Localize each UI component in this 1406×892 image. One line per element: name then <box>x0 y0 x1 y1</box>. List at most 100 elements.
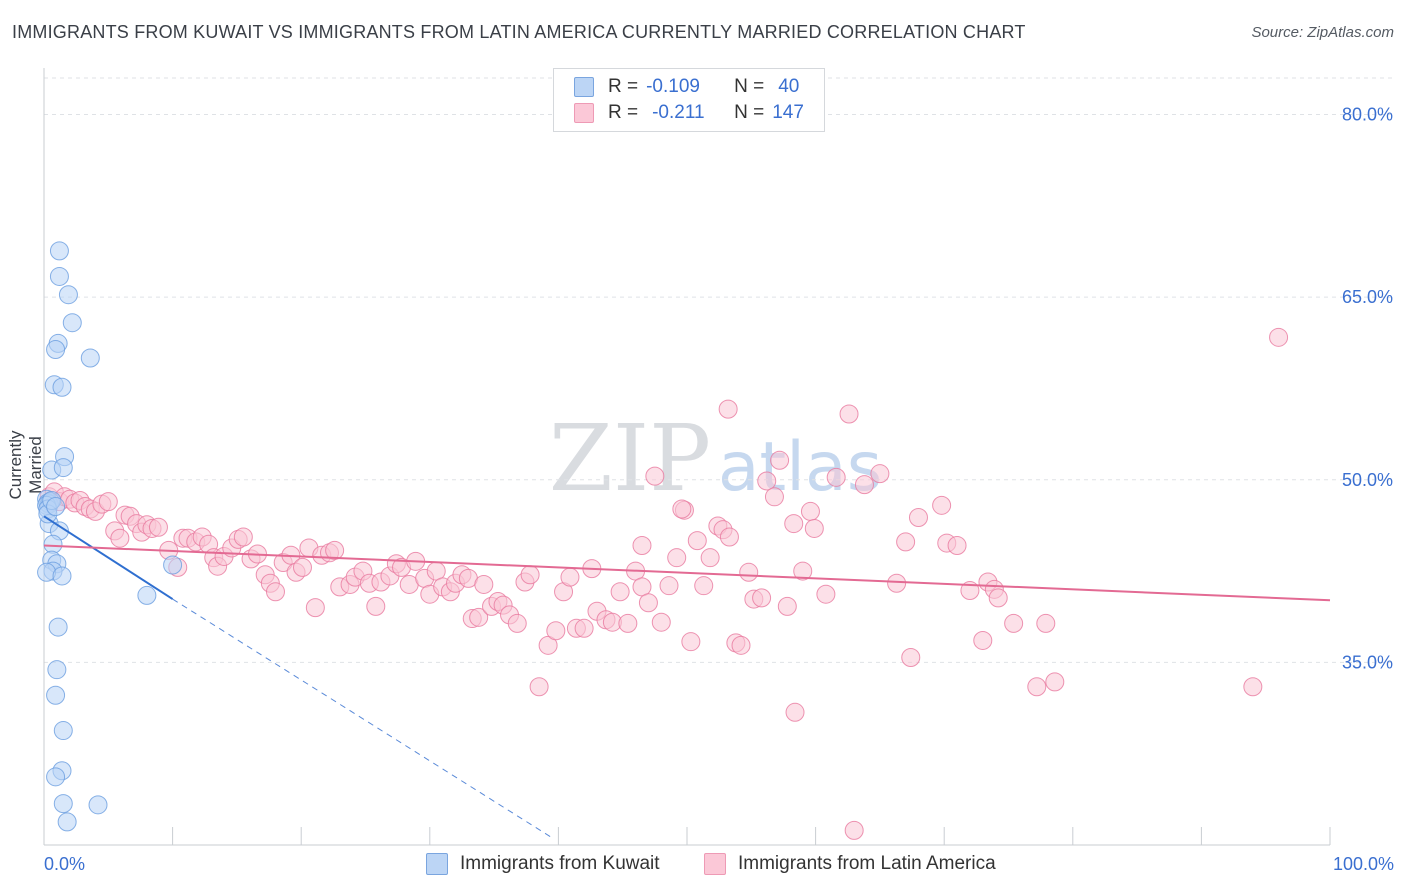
latin-america-point <box>681 632 701 652</box>
kuwait-point <box>163 555 183 575</box>
latin-america-point <box>546 621 566 641</box>
y-tick-label: 65.0% <box>1342 287 1393 307</box>
latin-america-point <box>793 561 813 581</box>
latin-america-point <box>908 508 928 528</box>
latin-america-point <box>98 492 118 512</box>
latin-america-point <box>632 577 652 597</box>
latin-america-point <box>265 582 285 602</box>
y-tick-label: 50.0% <box>1342 470 1393 490</box>
legend-label-latin-america: Immigrants from Latin America <box>738 853 996 874</box>
latin-america-point <box>785 702 805 722</box>
legend-item-latin-america: Immigrants from Latin America <box>704 850 996 878</box>
r-value: -0.109 <box>646 76 700 97</box>
n-value: 40 <box>778 76 800 97</box>
trend-lines <box>43 515 1331 839</box>
latin-america-point <box>148 517 168 537</box>
stats-row-kuwait: R = -0.109 N = 40 <box>574 75 799 99</box>
latin-america-point <box>804 518 824 538</box>
latin-america-point <box>1269 327 1289 347</box>
latin-america-point <box>574 618 594 638</box>
legend-label-kuwait: Immigrants from Kuwait <box>460 853 660 874</box>
stats-legend: R = -0.109 N = 40 R = -0.211 N = 147 <box>553 68 825 132</box>
latin-america-point <box>610 582 630 602</box>
kuwait-trend-extension <box>172 598 553 839</box>
kuwait-point <box>49 241 69 261</box>
latin-america-point <box>800 501 820 521</box>
latin-america-point <box>292 557 312 577</box>
kuwait-swatch <box>574 77 594 97</box>
watermark-atlas: atlas <box>718 428 882 507</box>
latin-america-point <box>529 677 549 697</box>
latin-america-point <box>777 596 797 616</box>
latin-america-swatch <box>574 103 594 123</box>
kuwait-point <box>37 562 57 582</box>
latin-america-point <box>757 471 777 491</box>
kuwait-point <box>53 721 73 741</box>
latin-america-point <box>305 598 325 618</box>
latin-america-point <box>896 532 916 552</box>
latin-america-point <box>672 499 692 519</box>
y-tick-label: 80.0% <box>1342 105 1393 125</box>
latin-america-point <box>770 450 790 470</box>
latin-america-point <box>932 495 952 515</box>
latin-america-point <box>901 648 921 668</box>
r-label: R = <box>608 76 639 97</box>
latin-america-point <box>973 630 993 650</box>
latin-america-point <box>1004 613 1024 633</box>
x-tick-label-min: 0.0% <box>44 854 85 874</box>
source-label: Source: ZipAtlas.com <box>1251 24 1394 41</box>
latin-america-point <box>426 561 446 581</box>
latin-america-point <box>870 464 890 484</box>
kuwait-point <box>62 313 82 333</box>
latin-america-trend-line <box>43 544 1331 602</box>
y-tick-label: 35.0% <box>1342 652 1393 672</box>
latin-america-point <box>764 487 784 507</box>
kuwait-point <box>58 285 78 305</box>
r-label: R = <box>608 102 639 123</box>
kuwait-point <box>88 795 108 815</box>
latin-america-point <box>638 593 658 613</box>
latin-america-point <box>687 531 707 551</box>
latin-america-point <box>700 548 720 568</box>
latin-america-point <box>731 635 751 655</box>
latin-america-point <box>233 527 253 547</box>
latin-america-point <box>325 540 345 560</box>
latin-america-point <box>538 635 558 655</box>
latin-america-point <box>366 596 386 616</box>
kuwait-point <box>47 660 67 680</box>
latin-america-point <box>947 536 967 556</box>
chart-title: IMMIGRANTS FROM KUWAIT VS IMMIGRANTS FRO… <box>12 22 1026 42</box>
kuwait-point <box>80 348 100 368</box>
n-label: N = <box>734 76 765 97</box>
latin-america-point <box>839 404 859 424</box>
latin-america-point <box>110 528 130 548</box>
kuwait-point <box>57 812 77 832</box>
latin-america-point <box>1243 677 1263 697</box>
data-points <box>37 241 1289 840</box>
legend-item-kuwait: Immigrants from Kuwait <box>426 850 660 878</box>
axes <box>43 68 1331 846</box>
latin-america-point <box>469 607 489 627</box>
latin-america-point <box>752 588 772 608</box>
kuwait-point <box>46 685 66 705</box>
latin-america-point <box>618 613 638 633</box>
legend-swatch-kuwait <box>426 853 448 875</box>
latin-america-point <box>988 588 1008 608</box>
n-label: N = <box>734 102 765 123</box>
latin-america-point <box>1036 613 1056 633</box>
latin-america-point <box>719 527 739 547</box>
kuwait-trend-line <box>43 515 174 600</box>
latin-america-point <box>507 613 527 633</box>
latin-america-point <box>651 612 671 632</box>
latin-america-point <box>854 475 874 495</box>
latin-america-point <box>694 576 714 596</box>
kuwait-point <box>48 617 68 637</box>
kuwait-point <box>46 339 66 359</box>
kuwait-point <box>53 794 73 814</box>
latin-america-point <box>1027 677 1047 697</box>
latin-america-point <box>659 576 679 596</box>
r-value: -0.211 <box>652 102 705 123</box>
stats-row-latin-america: R = -0.211 N = 147 <box>574 101 804 125</box>
latin-america-point <box>645 466 665 486</box>
